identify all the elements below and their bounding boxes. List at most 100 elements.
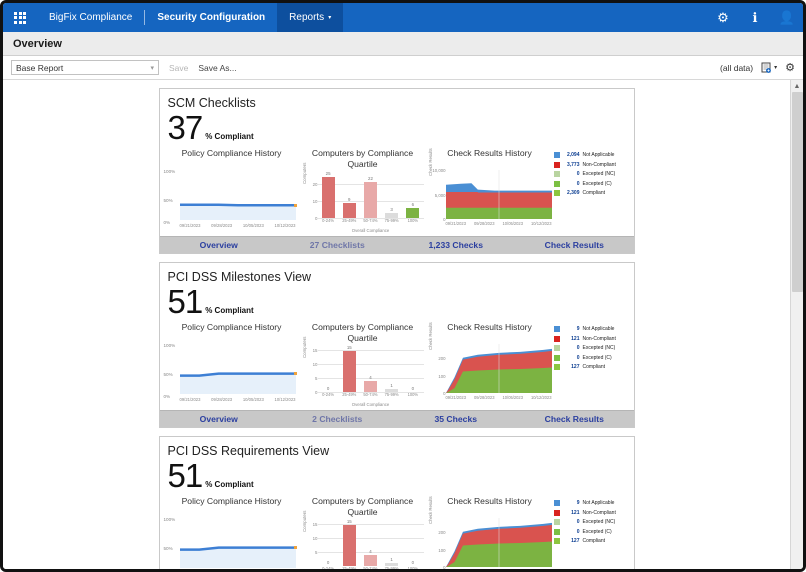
quartile-bar-value: 1 xyxy=(390,383,393,389)
policy-x-tick: 09/21/2023 xyxy=(179,397,201,402)
quartile-chart-plot: Computers 0 10 20 25 9 22 3 6 0-24% 25-49% 5… xyxy=(302,163,424,233)
quartile-x-tick: 25-49% xyxy=(342,566,357,571)
quartile-y-axis-label: Computers xyxy=(301,162,307,184)
footer-link-checks[interactable]: 35 Checks xyxy=(434,414,478,424)
compliance-percentage: 37 % Compliant xyxy=(160,110,634,148)
footer-link-check-results[interactable]: Check Results xyxy=(544,240,604,250)
footer-link-overview[interactable]: Overview xyxy=(199,240,238,250)
scroll-up-arrow-icon[interactable]: ▲ xyxy=(793,82,801,90)
policy-area-series xyxy=(179,180,297,220)
quartile-bar-cell[interactable]: 9 xyxy=(341,170,358,218)
check-y-tick: 0 xyxy=(443,217,446,222)
quartile-bar-cell[interactable]: 4 xyxy=(362,344,379,392)
quartile-bar[interactable] xyxy=(342,351,356,392)
compliance-percentage: 51 % Compliant xyxy=(160,284,634,322)
quartile-bar[interactable] xyxy=(342,203,356,218)
quartile-x-axis: 0-24% 25-49% 50-74% 75-99% 100% xyxy=(318,392,424,400)
quartile-x-tick: 50-74% xyxy=(363,218,378,223)
nav-section-security-configuration[interactable]: Security Configuration xyxy=(157,12,266,23)
quartile-y-axis-label: Computers xyxy=(301,510,307,532)
legend-label: Excepted (C) xyxy=(582,354,612,361)
quartile-bar-cell[interactable]: 1 xyxy=(383,344,400,392)
policy-chart-plot: 100% 50% 0% 09/21/202309/28/202310/05/20… xyxy=(164,517,297,569)
quartile-bar-cell[interactable]: 15 xyxy=(341,518,358,566)
quartile-y-tick: 5 xyxy=(315,375,318,381)
quartile-x-axis-title: Overall Compliance xyxy=(351,228,390,233)
footer-link-checklists[interactable]: 2 Checklists xyxy=(312,414,363,424)
check-y-tick: 100 xyxy=(438,547,446,553)
quartile-bar-cell[interactable]: 3 xyxy=(383,170,400,218)
policy-x-tick: 09/21/2023 xyxy=(179,223,201,228)
report-select[interactable]: Base Report ▾ xyxy=(11,60,159,75)
legend-color-swatch xyxy=(553,161,560,168)
quartile-bar-cell[interactable]: 4 xyxy=(362,518,379,566)
quartile-bar[interactable] xyxy=(406,208,420,218)
quartile-bar-cell[interactable]: 0 xyxy=(320,518,337,566)
grid-apps-icon[interactable] xyxy=(3,3,37,32)
legend-color-swatch xyxy=(553,345,560,351)
quartile-bar[interactable] xyxy=(321,176,335,218)
quartile-bar-cell[interactable]: 0 xyxy=(404,344,421,392)
nav-brand-bigfix-compliance[interactable]: BigFix Compliance xyxy=(49,12,133,23)
quartile-bar-cell[interactable]: 6 xyxy=(404,170,421,218)
policy-y-tick-bottom: 0% xyxy=(163,568,171,571)
quartile-bar-value: 25 xyxy=(325,170,331,176)
footer-link-checklists[interactable]: 27 Checklists xyxy=(309,240,365,250)
check-y-tick: 0 xyxy=(443,391,446,396)
quartile-x-tick: 0-24% xyxy=(322,566,334,571)
quartile-bar-value: 6 xyxy=(411,202,415,208)
policy-y-tick-bottom: 0% xyxy=(163,220,171,225)
policy-x-axis: 09/21/2023 09/28/2023 10/05/2023 10/12/2023 xyxy=(180,395,296,406)
legend-color-swatch xyxy=(553,519,560,525)
save-button[interactable]: Save xyxy=(169,62,189,73)
check-results-history-chart: Check Results History Check Results 200 1… xyxy=(426,496,628,571)
quartile-gridline xyxy=(317,218,424,219)
check-legend-row: 0 Excepted (NC) xyxy=(553,519,628,525)
quartile-bar[interactable] xyxy=(385,389,399,392)
export-icon[interactable]: ▾ xyxy=(761,62,777,74)
computers-by-compliance-quartile-chart: Computers by Compliance Quartile Computer… xyxy=(300,322,426,407)
check-y-axis-label: Check Results xyxy=(427,322,433,350)
scrollbar-thumb[interactable] xyxy=(792,92,803,292)
policy-y-tick-top: 100% xyxy=(163,343,176,348)
check-x-tick: 10/05/2023 xyxy=(503,569,524,571)
info-icon[interactable]: ℹ xyxy=(752,9,758,25)
check-chart-title: Check Results History xyxy=(447,148,532,158)
legend-label: Non-Compliant xyxy=(582,335,616,342)
quartile-x-tick: 100% xyxy=(407,392,419,397)
check-x-tick: 09/21/2023 xyxy=(446,569,467,571)
quartile-bar[interactable] xyxy=(385,213,399,218)
policy-area-series xyxy=(179,528,297,568)
footer-link-check-results[interactable]: Check Results xyxy=(544,414,604,424)
quartile-x-tick: 100% xyxy=(407,218,419,223)
quartile-x-tick: 75-99% xyxy=(384,392,399,397)
legend-label: Not Applicable xyxy=(582,326,615,332)
quartile-bar-cell[interactable]: 22 xyxy=(362,170,379,218)
quartile-bar[interactable] xyxy=(363,555,377,566)
quartile-bar[interactable] xyxy=(363,181,377,218)
settings-gear-icon[interactable]: ⚙ xyxy=(785,62,795,74)
nav-menu-reports[interactable]: Reports ▾ xyxy=(277,3,344,32)
quartile-bar[interactable] xyxy=(363,381,377,392)
footer-link-overview[interactable]: Overview xyxy=(199,414,238,424)
quartile-bar-cell[interactable]: 0 xyxy=(320,344,337,392)
footer-link-checks[interactable]: 1,233 Checks xyxy=(428,240,483,250)
save-as-button[interactable]: Save As... xyxy=(198,62,237,73)
check-legend-row: 2,094 Not Applicable xyxy=(553,152,628,158)
vertical-scrollbar[interactable]: ▲ xyxy=(790,80,803,569)
check-results-history-chart: Check Results History Check Results 200 1… xyxy=(426,322,628,406)
user-avatar-icon[interactable]: 👤 xyxy=(778,9,796,25)
quartile-bar-cell[interactable]: 1 xyxy=(383,518,400,566)
quartile-bar-cell[interactable]: 25 xyxy=(320,170,337,218)
report-card: PCI DSS Requirements View 51 % Compliant… xyxy=(158,436,635,571)
report-card: SCM Checklists 37 % Compliant Policy Com… xyxy=(158,88,635,254)
legend-value: 121 xyxy=(571,509,580,516)
quartile-bar-cell[interactable]: 0 xyxy=(404,518,421,566)
quartile-bar[interactable] xyxy=(342,525,356,566)
legend-color-swatch xyxy=(553,180,560,187)
gear-icon[interactable]: ⚙ xyxy=(717,9,729,25)
quartile-bar[interactable] xyxy=(385,563,399,566)
quartile-bar-cell[interactable]: 15 xyxy=(341,344,358,392)
policy-compliance-history-chart: Policy Compliance History 100% 50% 0% 09… xyxy=(164,322,300,406)
